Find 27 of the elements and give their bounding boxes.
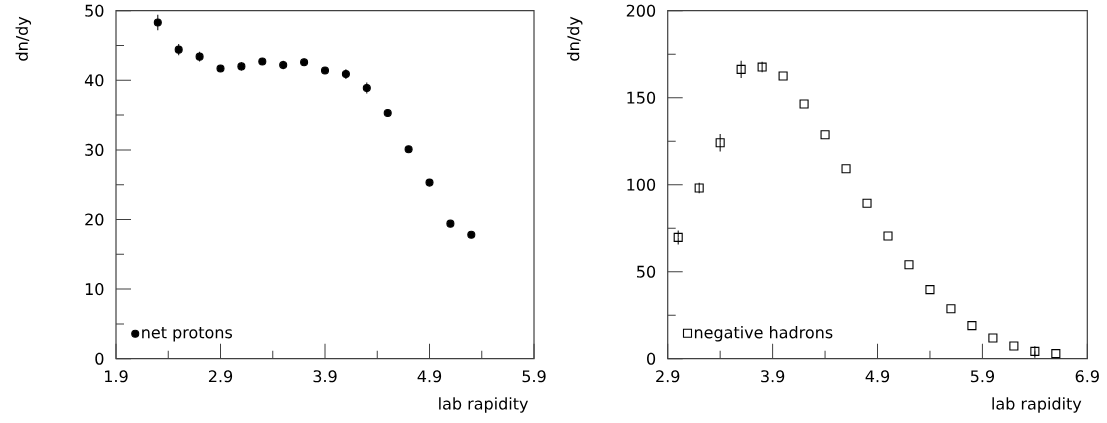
- y-tick-label: 50: [637, 265, 656, 278]
- x-tick-label: 3.9: [313, 370, 337, 383]
- x-tick-label: 1.9: [105, 370, 128, 383]
- y-tick-label: 0: [647, 352, 656, 365]
- y-axis-title: dn/dy: [566, 16, 583, 61]
- x-tick-label: 2.9: [656, 370, 680, 383]
- x-tick-label: 6.9: [1075, 370, 1099, 383]
- y-tick-label: 50: [85, 4, 104, 17]
- x-tick-label: 5.9: [970, 370, 994, 383]
- y-tick-label: 40: [84, 74, 104, 87]
- x-tick-label: 3.9: [761, 370, 785, 383]
- y-tick-label: 0: [95, 352, 104, 365]
- y-tick-label: 30: [85, 143, 104, 156]
- x-axis-title: lab rapidity: [439, 397, 528, 413]
- x-tick-label: 4.9: [417, 370, 442, 383]
- y-axis-title: dn/dy: [15, 16, 32, 61]
- x-tick-label: 2.9: [208, 370, 233, 383]
- x-tick-label: 5.9: [522, 370, 546, 383]
- y-tick-label: 150: [627, 91, 656, 104]
- y-tick-label: 20: [85, 213, 104, 226]
- x-axis-title: lab rapidity: [992, 397, 1082, 413]
- y-tick-label: 10: [85, 283, 104, 296]
- legend-label: net protons: [142, 326, 233, 342]
- y-tick-label: 200: [626, 4, 656, 17]
- legend-label: negative hadrons: [694, 326, 833, 342]
- x-tick-label: 4.9: [865, 370, 890, 383]
- y-tick-label: 100: [627, 178, 656, 191]
